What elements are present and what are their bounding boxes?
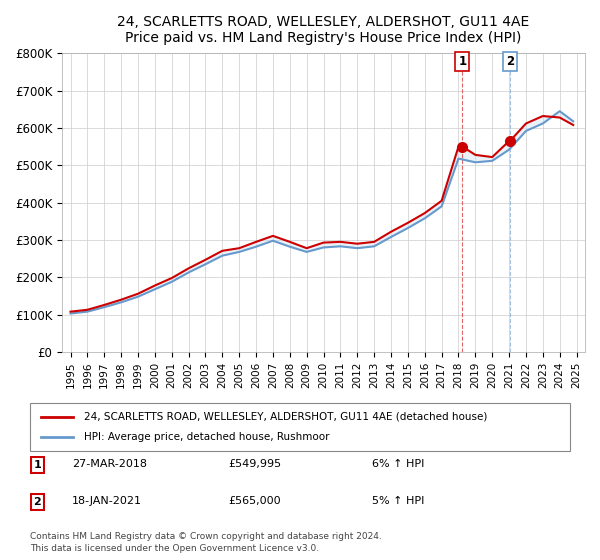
Text: 2: 2: [34, 497, 41, 507]
Text: 6% ↑ HPI: 6% ↑ HPI: [372, 459, 424, 469]
Text: £549,995: £549,995: [228, 459, 281, 469]
Text: 1: 1: [34, 460, 41, 470]
Text: 24, SCARLETTS ROAD, WELLESLEY, ALDERSHOT, GU11 4AE (detached house): 24, SCARLETTS ROAD, WELLESLEY, ALDERSHOT…: [84, 412, 487, 422]
Text: 5% ↑ HPI: 5% ↑ HPI: [372, 496, 424, 506]
Title: 24, SCARLETTS ROAD, WELLESLEY, ALDERSHOT, GU11 4AE
Price paid vs. HM Land Regist: 24, SCARLETTS ROAD, WELLESLEY, ALDERSHOT…: [118, 15, 530, 45]
Text: 1: 1: [458, 55, 466, 68]
Text: Contains HM Land Registry data © Crown copyright and database right 2024.
This d: Contains HM Land Registry data © Crown c…: [30, 532, 382, 553]
FancyBboxPatch shape: [31, 494, 44, 510]
Text: HPI: Average price, detached house, Rushmoor: HPI: Average price, detached house, Rush…: [84, 432, 329, 442]
Text: 2: 2: [506, 55, 514, 68]
Text: 18-JAN-2021: 18-JAN-2021: [72, 496, 142, 506]
FancyBboxPatch shape: [30, 403, 570, 451]
Text: £565,000: £565,000: [228, 496, 281, 506]
Text: 27-MAR-2018: 27-MAR-2018: [72, 459, 147, 469]
FancyBboxPatch shape: [31, 457, 44, 473]
